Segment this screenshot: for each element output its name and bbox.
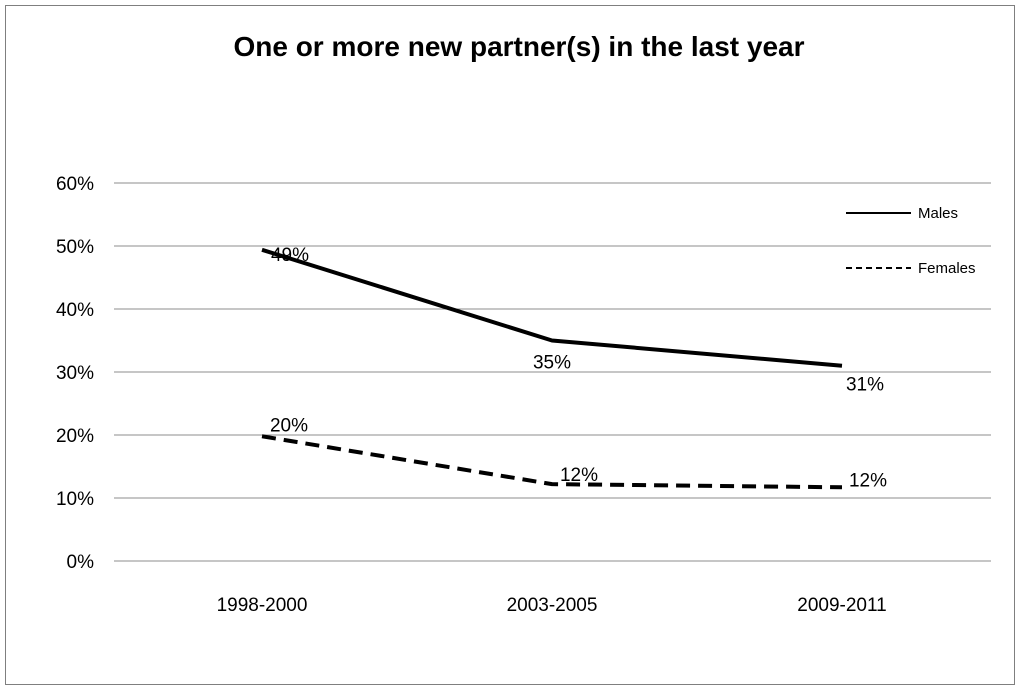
series-line-males — [261, 247, 843, 368]
data-label: 20% — [270, 415, 308, 436]
y-tick-label: 50% — [56, 237, 94, 258]
legend: Males Females — [846, 205, 976, 277]
legend-label-females: Females — [918, 260, 976, 277]
data-label: 12% — [560, 465, 598, 486]
y-tick-label: 0% — [67, 552, 95, 573]
data-label: 35% — [533, 353, 571, 374]
x-tick-label: 2003-2005 — [507, 595, 598, 616]
chart-title: One or more new partner(s) in the last y… — [233, 31, 804, 62]
series-line-females — [261, 434, 843, 490]
series-lines — [261, 247, 843, 490]
y-tick-label: 10% — [56, 489, 94, 510]
x-tick-label: 1998-2000 — [217, 595, 308, 616]
axis-labels: 0% 10% 20% 30% 40% 50% 60% 1998-2000 2003-2005 20… — [56, 174, 887, 616]
data-label: 49% — [271, 245, 309, 266]
legend-label-males: Males — [918, 205, 958, 222]
y-tick-label: 40% — [56, 300, 94, 321]
y-tick-label: 20% — [56, 426, 94, 447]
chart-container: One or more new partner(s) in the last y… — [5, 5, 1015, 685]
x-tick-label: 2009-2011 — [797, 595, 886, 616]
data-labels: 49% 35% 31% 20% 12% 12% — [270, 245, 887, 492]
y-tick-label: 60% — [56, 174, 94, 195]
line-chart: One or more new partner(s) in the last y… — [56, 31, 991, 616]
gridlines — [114, 182, 991, 562]
y-tick-label: 30% — [56, 363, 94, 384]
data-label: 31% — [846, 375, 884, 396]
data-label: 12% — [849, 470, 887, 491]
